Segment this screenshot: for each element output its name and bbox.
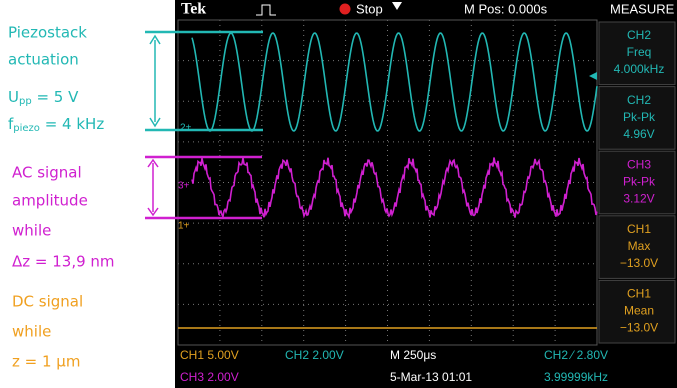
timebase: M 250μs [390,348,436,362]
measure-panel: CH2 Freq 4.000kHz CH2 Pk-Pk 4.96V CH3 Pk-Pk 3.12… [599,22,675,343]
annotation: amplitude [12,192,88,210]
measure-text: 4.000kHz [614,62,665,76]
annotation: Δz = 13,9 nm [12,253,115,271]
ch2-scale: CH2 2.00V [285,348,344,362]
measure-text: Pk-Pk [623,174,656,188]
measure-text: CH1 [627,287,651,301]
measure-text: Freq [627,45,652,59]
annotation: DC signal [12,293,83,311]
measure-text: 4.96V [623,127,654,141]
menu-title: MEASURE [610,1,675,16]
trigger-frequency: 3.99999kHz [544,370,608,384]
annotation: Piezostack [8,24,87,42]
measure-text: 3.12V [623,191,654,205]
measure-text: CH2 [627,28,651,42]
trigger: CH2 ⁄ 2.80V [544,348,608,362]
stop-icon [340,4,351,15]
status: Stop [356,1,383,16]
annotation: while [12,222,51,240]
ch1-scale: CH1 5.00V [180,348,239,362]
position: M Pos: 0.000s [464,1,548,16]
brand: Tek [181,1,206,18]
measure-text: −13.0V [620,321,658,335]
ch3-scale: CH3 2.00V [180,370,239,384]
figure: Tek Stop M Pos: 0.000s MEASURE 2+ 3+ 1+ … [0,0,677,388]
measure-text: Pk-Pk [623,110,656,124]
measure-text: CH1 [627,222,651,236]
measure-text: CH2 [627,93,651,107]
annotation: fpiezo = 4 kHz [8,115,104,135]
measure-text: Mean [624,304,654,318]
ch3-marker: 3+ [178,181,190,192]
measure-text: Max [628,239,651,253]
annotation: AC signal [12,164,82,182]
annotation: Upp = 5 V [8,88,79,108]
annotation: actuation [8,51,79,69]
measure-text: −13.0V [620,256,658,270]
measure-text: CH3 [627,157,651,171]
annotation: while [12,323,51,341]
annotation: z = 1 μm [12,353,80,371]
ch1-marker: 1+ [178,221,190,232]
date: 5-Mar-13 01:01 [390,370,472,384]
ch2-marker: 2+ [180,123,192,134]
